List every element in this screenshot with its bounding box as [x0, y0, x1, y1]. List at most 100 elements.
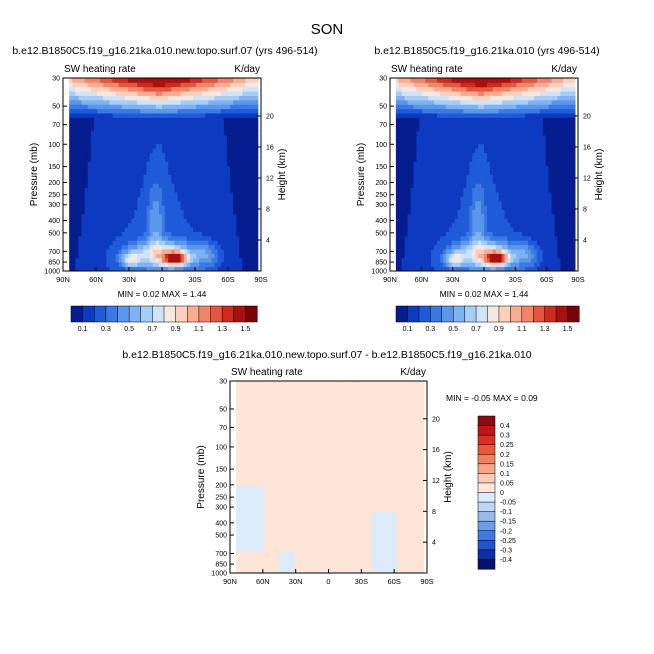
- heatmap-cell: [131, 152, 135, 158]
- heatmap-cell: [186, 78, 191, 83]
- heatmap-cell: [205, 82, 209, 88]
- heatmap-cell: [205, 143, 209, 149]
- heatmap-cell: [75, 218, 79, 224]
- heatmap-cell: [186, 113, 191, 118]
- heatmap-cell: [422, 209, 426, 215]
- heatmap-cell: [560, 235, 564, 241]
- heatmap-cell: [93, 91, 98, 96]
- heatmap-cell: [466, 266, 470, 272]
- heatmap-cell: [563, 148, 567, 153]
- heatmap-cell: [124, 156, 129, 162]
- heatmap-cell: [536, 161, 541, 167]
- heatmap-cell: [519, 227, 523, 232]
- heatmap-cell: [168, 86, 172, 92]
- heatmap-cell: [486, 213, 491, 219]
- heatmap-cell: [202, 156, 206, 162]
- heatmap-cell: [146, 130, 151, 136]
- heatmap-cell: [437, 218, 441, 224]
- heatmap-cell: [254, 257, 259, 263]
- heatmap-cell: [439, 161, 444, 167]
- heatmap-cell: [407, 165, 411, 171]
- heatmap-cell: [143, 266, 147, 272]
- heatmap-cell: [495, 139, 500, 145]
- heatmap-cell: [248, 99, 253, 105]
- heatmap-cell: [533, 156, 538, 162]
- heatmap-cell: [434, 205, 438, 210]
- heatmap-cell: [442, 262, 447, 268]
- heatmap-cell: [168, 174, 172, 180]
- heatmap-cell: [131, 143, 135, 149]
- heatmap-cell: [202, 213, 206, 219]
- heatmap-cell: [536, 213, 541, 219]
- heatmap-cell: [513, 113, 517, 118]
- heatmap-cell: [460, 235, 464, 241]
- heatmap-cell: [248, 231, 253, 237]
- heatmap-cell: [220, 227, 225, 232]
- heatmap-cell: [174, 235, 178, 241]
- heatmap-cell: [84, 99, 89, 105]
- heatmap-cell: [72, 227, 76, 232]
- heatmap-cell: [100, 86, 104, 92]
- heatmap-cell: [557, 249, 561, 254]
- heatmap-cell: [158, 91, 163, 96]
- heatmap-cell: [557, 187, 561, 193]
- heatmap-cell: [507, 113, 511, 118]
- heatmap-cell: [97, 227, 101, 232]
- heatmap-cell: [217, 152, 222, 158]
- heatmap-cell: [519, 165, 523, 171]
- heatmap-cell: [230, 139, 234, 145]
- heatmap-cell: [84, 218, 89, 224]
- heatmap-cell: [115, 222, 120, 228]
- heatmap-cell: [428, 262, 432, 268]
- heatmap-cell: [72, 95, 76, 101]
- heatmap-cell: [442, 148, 447, 153]
- heatmap-cell: [251, 170, 256, 175]
- heatmap-cell: [442, 192, 447, 197]
- heatmap-cell: [495, 240, 500, 246]
- heatmap-cell: [248, 113, 253, 118]
- heatmap-cell: [186, 257, 191, 263]
- heatmap-cell: [434, 196, 438, 202]
- heatmap-cell: [428, 130, 432, 136]
- heatmap-cell: [504, 218, 508, 224]
- heatmap-cell: [404, 196, 409, 202]
- heatmap-cell: [155, 148, 160, 153]
- heatmap-cell: [504, 148, 508, 153]
- heatmap-cell: [398, 266, 403, 272]
- heatmap-cell: [425, 244, 429, 250]
- heatmap-cell: [395, 156, 400, 162]
- heatmap-cell: [489, 174, 494, 180]
- heatmap-cell: [84, 82, 89, 88]
- heatmap-cell: [569, 165, 573, 171]
- heatmap-cell: [162, 218, 166, 224]
- heatmap-cell: [248, 227, 253, 232]
- heatmap-cell: [78, 156, 82, 162]
- heatmap-cell: [484, 266, 488, 272]
- heatmap-cell: [528, 161, 532, 167]
- heatmap-cell: [410, 130, 414, 136]
- heatmap-cell: [152, 178, 157, 184]
- heatmap-cell: [217, 257, 222, 263]
- heatmap-cell: [174, 218, 178, 224]
- heatmap-cell: [84, 135, 89, 140]
- heatmap-cell: [469, 218, 473, 224]
- heatmap-cell: [109, 253, 113, 259]
- heatmap-cell: [158, 99, 163, 105]
- heatmap-cell: [90, 235, 95, 241]
- heatmap-cell: [69, 152, 73, 158]
- heatmap-cell: [180, 257, 185, 263]
- heatmap-cell: [572, 156, 576, 162]
- heatmap-cell: [563, 227, 567, 232]
- heatmap-cell: [214, 183, 219, 189]
- heatmap-cell: [454, 187, 458, 193]
- heatmap-cell: [236, 196, 240, 202]
- heatmap-cell: [516, 253, 520, 259]
- heatmap-cell: [121, 148, 126, 153]
- heatmap-cell: [466, 249, 470, 254]
- heatmap-cell: [220, 235, 225, 241]
- heatmap-cell: [168, 113, 172, 118]
- heatmap-cell: [171, 253, 175, 259]
- heatmap-cell: [501, 235, 505, 241]
- heatmap-cell: [155, 249, 160, 254]
- heatmap-cell: [72, 126, 76, 132]
